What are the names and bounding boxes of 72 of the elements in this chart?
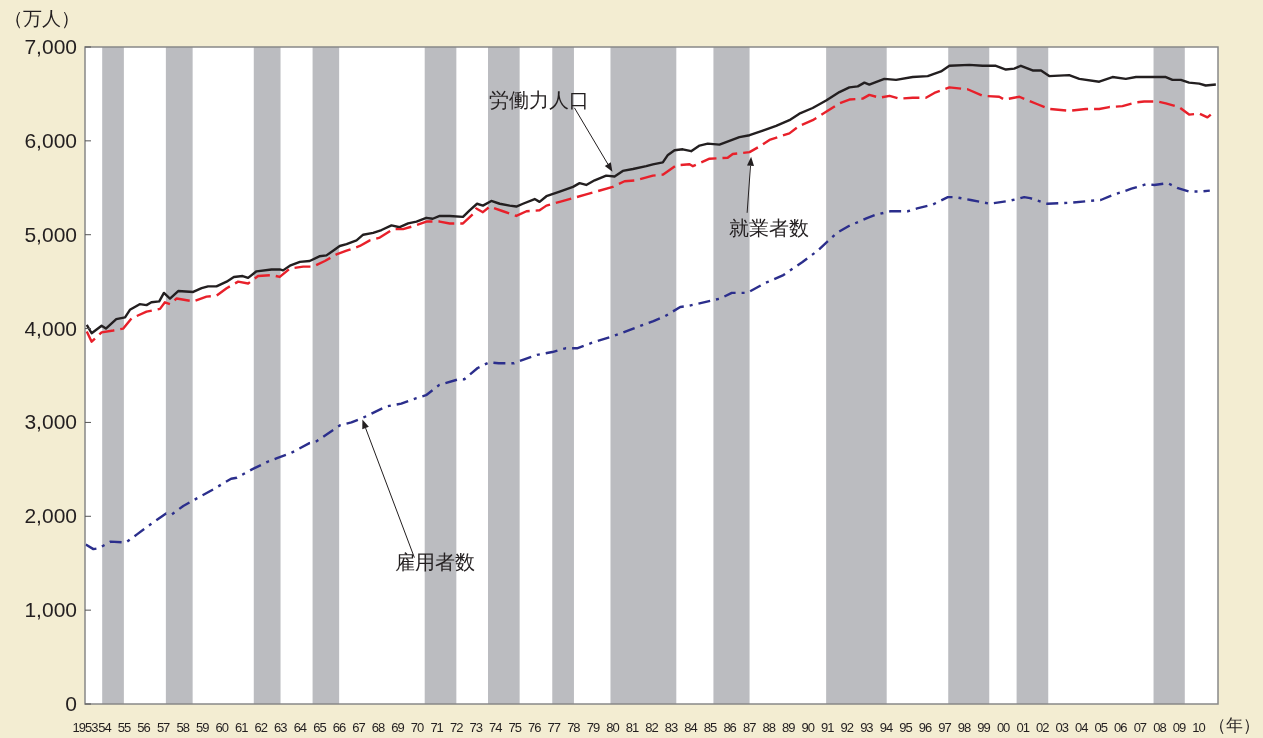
x-tick-label: 63 bbox=[274, 720, 288, 735]
x-tick-label: 78 bbox=[567, 720, 581, 735]
x-tick-label: 86 bbox=[723, 720, 737, 735]
x-tick-label: 03 bbox=[1055, 720, 1069, 735]
x-tick-label: 54 bbox=[98, 720, 112, 735]
annotation: 就業者数 bbox=[729, 216, 810, 239]
x-tick-label: 71 bbox=[430, 720, 444, 735]
x-tick-label: 62 bbox=[254, 720, 268, 735]
x-tick-label: 92 bbox=[840, 720, 854, 735]
x-tick-label: 07 bbox=[1133, 720, 1147, 735]
x-tick-label: 01 bbox=[1016, 720, 1030, 735]
x-tick-label: 83 bbox=[664, 720, 679, 735]
x-tick-label: 99 bbox=[977, 720, 991, 735]
x-tick-label: 73 bbox=[469, 720, 483, 735]
x-tick-label: 04 bbox=[1075, 720, 1089, 735]
y-tick-label: 3,000 bbox=[24, 410, 77, 434]
x-tick-label: 84 bbox=[684, 720, 698, 735]
x-tick-label: 59 bbox=[195, 720, 210, 735]
x-tick-label: 09 bbox=[1172, 720, 1186, 735]
y-axis-title: （万人） bbox=[4, 8, 80, 29]
x-tick-label: 69 bbox=[391, 720, 405, 735]
x-tick-label: 56 bbox=[137, 720, 151, 735]
x-tick-label: 76 bbox=[528, 720, 542, 735]
x-tick-label: 02 bbox=[1035, 720, 1050, 735]
y-tick-label: 4,000 bbox=[24, 316, 77, 340]
x-tick-label: 97 bbox=[938, 720, 952, 735]
x-tick-label: 68 bbox=[371, 720, 386, 735]
y-tick-label: 5,000 bbox=[24, 222, 77, 246]
x-tick-label: 61 bbox=[235, 720, 249, 735]
x-tick-label: 90 bbox=[801, 720, 815, 735]
x-tick-label: 64 bbox=[293, 720, 307, 735]
x-tick-label: 1953 bbox=[72, 720, 99, 735]
y-tick-label: 0 bbox=[65, 692, 77, 715]
x-tick-label: 81 bbox=[625, 720, 639, 735]
x-tick-label: 82 bbox=[645, 720, 659, 735]
x-tick-label: 60 bbox=[215, 720, 229, 735]
x-tick-label: 80 bbox=[606, 720, 620, 735]
annotation: 雇用者数 bbox=[395, 550, 476, 573]
line-series bbox=[84, 181, 1211, 551]
x-tick-label: 67 bbox=[352, 720, 366, 735]
x-axis-title: （年） bbox=[1209, 716, 1260, 735]
x-tick-label: 72 bbox=[449, 720, 464, 735]
x-tick-label: 05 bbox=[1094, 720, 1108, 735]
x-tick-label: 00 bbox=[996, 720, 1011, 735]
y-tick-label: 6,000 bbox=[24, 128, 77, 152]
x-tick-label: 65 bbox=[313, 720, 327, 735]
x-tick-label: 96 bbox=[918, 720, 932, 735]
x-tick-label: 93 bbox=[860, 720, 874, 735]
annotation: 労働力人口 bbox=[489, 88, 590, 111]
x-tick-label: 94 bbox=[879, 720, 893, 735]
x-tick-label: 91 bbox=[821, 720, 835, 735]
x-tick-label: 66 bbox=[332, 720, 346, 735]
x-tick-label: 85 bbox=[703, 720, 718, 735]
x-tick-label: 55 bbox=[117, 720, 132, 735]
x-tick-label: 77 bbox=[547, 720, 561, 735]
x-tick-label: 98 bbox=[957, 720, 972, 735]
x-tick-label: 70 bbox=[410, 720, 425, 735]
x-tick-label: 88 bbox=[762, 720, 776, 735]
x-tick-label: 95 bbox=[899, 720, 913, 735]
x-tick-label: 06 bbox=[1114, 720, 1128, 735]
x-tick-label: 74 bbox=[488, 720, 503, 735]
x-tick-label: 89 bbox=[782, 720, 796, 735]
x-tick-label: 58 bbox=[176, 720, 190, 735]
x-tick-label: 10 bbox=[1192, 720, 1206, 735]
y-tick-label: 2,000 bbox=[24, 504, 77, 528]
x-tick-label: 75 bbox=[508, 720, 522, 735]
x-tick-label: 79 bbox=[586, 720, 600, 735]
x-tick-label: 57 bbox=[156, 720, 171, 735]
y-tick-label: 1,000 bbox=[24, 598, 77, 622]
x-tick-label: 87 bbox=[742, 720, 757, 735]
y-tick-label: 7,000 bbox=[24, 35, 77, 58]
x-tick-label: 08 bbox=[1153, 720, 1167, 735]
